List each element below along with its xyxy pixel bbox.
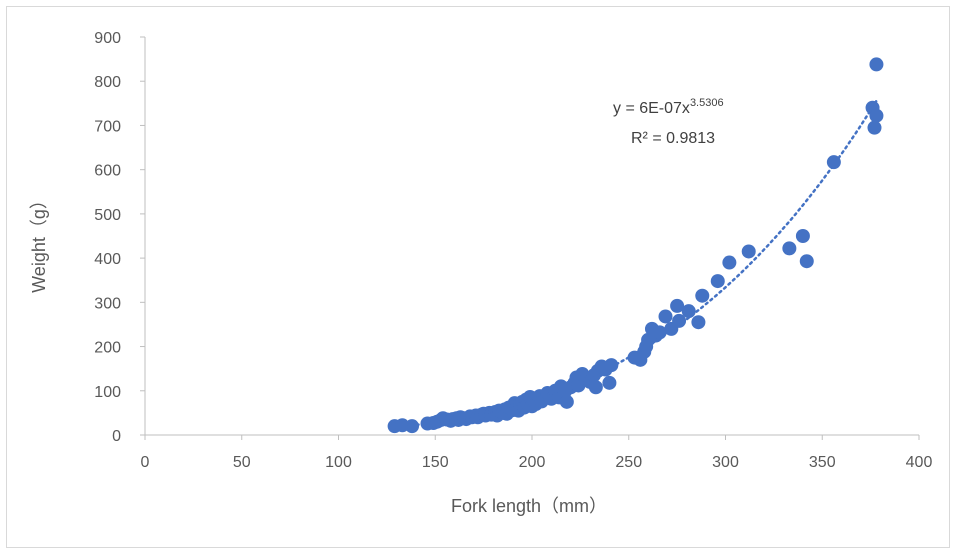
- data-point: [670, 298, 685, 313]
- data-point: [710, 274, 725, 289]
- x-tick-label: 350: [809, 454, 836, 471]
- x-tick-labels: 0 50 100 150 200 250 300 350 400: [141, 435, 933, 471]
- scatter-chart: 0 100 200 300 400 500 600 700 800 900 0 50 100 150 20…: [29, 30, 933, 516]
- y-tick-label: 500: [94, 207, 121, 224]
- data-point: [722, 255, 737, 270]
- data-point: [869, 57, 884, 72]
- data-point: [867, 120, 882, 135]
- data-point: [602, 375, 617, 390]
- power-trendline: [391, 99, 878, 429]
- data-point: [681, 304, 696, 319]
- data-point: [658, 309, 673, 324]
- equation-base: y = 6E-07x: [613, 100, 690, 117]
- data-point: [799, 254, 814, 269]
- y-tick-label: 600: [94, 163, 121, 180]
- data-point: [795, 229, 810, 243]
- y-tick-label: 700: [94, 118, 121, 135]
- y-tick-label: 300: [94, 295, 121, 312]
- data-point: [869, 108, 884, 123]
- y-tick-label: 100: [94, 384, 121, 401]
- data-point: [741, 244, 756, 259]
- y-tick-label: 400: [94, 251, 121, 268]
- x-tick-label: 300: [712, 454, 739, 471]
- x-tick-label: 150: [422, 454, 449, 471]
- x-tick-label: 100: [325, 454, 352, 471]
- data-point: [691, 315, 706, 330]
- x-axis-title: Fork length（mm）: [451, 496, 607, 516]
- x-tick-label: 200: [519, 454, 546, 471]
- y-tick-label: 900: [94, 30, 121, 47]
- data-point: [826, 155, 841, 170]
- y-tick-label: 200: [94, 340, 121, 357]
- data-point: [695, 288, 710, 303]
- trendline-equation: y = 6E-07x3.5306: [613, 97, 724, 117]
- r-squared-label: R² = 0.9813: [631, 130, 715, 147]
- x-tick-label: 400: [906, 454, 933, 471]
- y-tick-label: 0: [112, 428, 121, 445]
- data-point: [782, 241, 797, 256]
- x-tick-label: 50: [233, 454, 251, 471]
- data-point: [672, 313, 687, 328]
- x-tick-label: 0: [141, 454, 150, 471]
- data-point: [559, 394, 574, 409]
- y-tick-label: 800: [94, 74, 121, 91]
- data-point: [588, 380, 603, 395]
- y-axis-title: Weight（g）: [29, 191, 49, 293]
- y-tick-labels: 0 100 200 300 400 500 600 700 800 900: [94, 30, 145, 445]
- x-tick-label: 250: [615, 454, 642, 471]
- equation-exponent: 3.5306: [690, 97, 724, 109]
- chart-frame: 0 100 200 300 400 500 600 700 800 900 0 50 100 150 20…: [6, 6, 950, 548]
